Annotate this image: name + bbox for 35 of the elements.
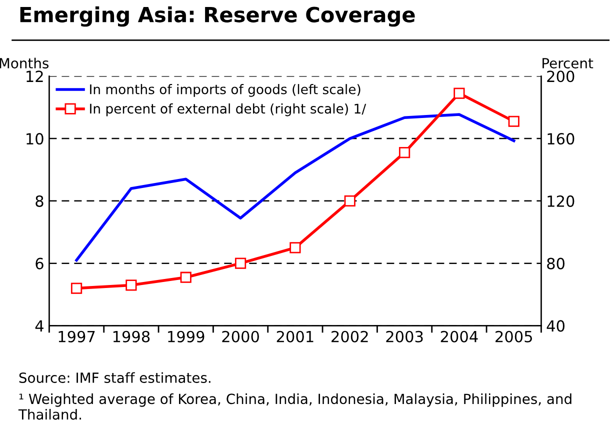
point	[180, 272, 192, 283]
x-tick-label: 1997	[58, 330, 95, 342]
legend-label: In months of imports of goods (left scale)	[90, 84, 360, 97]
text: ¹ Weighted average of Korea, China, India, Indonesia, Malaysia, Philippines, and Thailand.	[18, 393, 572, 420]
y2-tick-label: 200	[547, 70, 574, 82]
source-note: Source: IMF staff estimates.	[19, 372, 210, 383]
x-tick-label: 1998	[113, 330, 150, 342]
y2-tick-label: 80	[547, 258, 564, 270]
x-tick-label: 2001	[276, 330, 314, 342]
y2-tick-label: 120	[548, 195, 574, 207]
chart-title: Emerging Asia: Reserve Coverage	[20, 6, 415, 27]
point	[70, 282, 82, 294]
point	[234, 258, 246, 269]
point	[398, 147, 410, 158]
point	[126, 280, 137, 291]
y-tick-label: 4	[35, 320, 44, 332]
y-tick-label: 6	[36, 258, 44, 270]
y-tick-label: 8	[36, 195, 44, 207]
y-tick-label: 10	[26, 133, 44, 145]
y2-axis-title: Percent	[542, 58, 594, 68]
y2-tick-label: 40	[546, 320, 564, 332]
y-tick-label: 12	[26, 70, 43, 82]
x-tick-label: 2003	[386, 330, 423, 342]
x-tick-label: 2005	[496, 330, 532, 342]
y-axis-title: Months	[0, 58, 49, 68]
x-tick-label: 2004	[440, 330, 478, 342]
point	[454, 88, 465, 99]
y2-tick-label: 160	[548, 133, 574, 145]
x-tick-label: 2002	[332, 330, 368, 342]
point	[290, 242, 301, 254]
x-tick-label: 2000	[222, 330, 259, 342]
x-tick-label: 1999	[168, 330, 204, 342]
point	[344, 195, 356, 206]
legend-label: In percent of external debt (right scale) 1/	[90, 103, 366, 116]
point	[508, 116, 520, 127]
